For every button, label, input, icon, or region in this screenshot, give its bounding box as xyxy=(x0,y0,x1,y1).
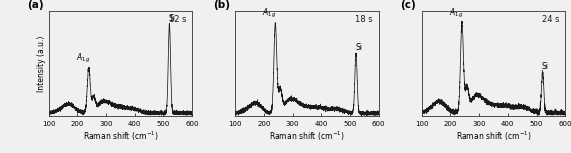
Text: Si: Si xyxy=(542,62,549,71)
Text: Si: Si xyxy=(169,14,176,23)
Text: $A_{1g}$: $A_{1g}$ xyxy=(76,52,90,65)
Text: (c): (c) xyxy=(400,0,416,10)
Text: (a): (a) xyxy=(27,0,43,10)
X-axis label: Raman shift (cm$^{-1}$): Raman shift (cm$^{-1}$) xyxy=(269,129,345,143)
X-axis label: Raman shift (cm$^{-1}$): Raman shift (cm$^{-1}$) xyxy=(83,129,158,143)
Text: (b): (b) xyxy=(214,0,231,10)
Y-axis label: Intensity (a.u.): Intensity (a.u.) xyxy=(37,35,46,92)
Text: 18 s: 18 s xyxy=(355,15,373,24)
X-axis label: Raman shift (cm$^{-1}$): Raman shift (cm$^{-1}$) xyxy=(456,129,531,143)
Text: Si: Si xyxy=(355,43,363,52)
Text: $A_{1g}$: $A_{1g}$ xyxy=(449,7,463,21)
Text: 12 s: 12 s xyxy=(169,15,186,24)
Text: 24 s: 24 s xyxy=(542,15,560,24)
Text: $A_{1g}$: $A_{1g}$ xyxy=(263,7,277,21)
